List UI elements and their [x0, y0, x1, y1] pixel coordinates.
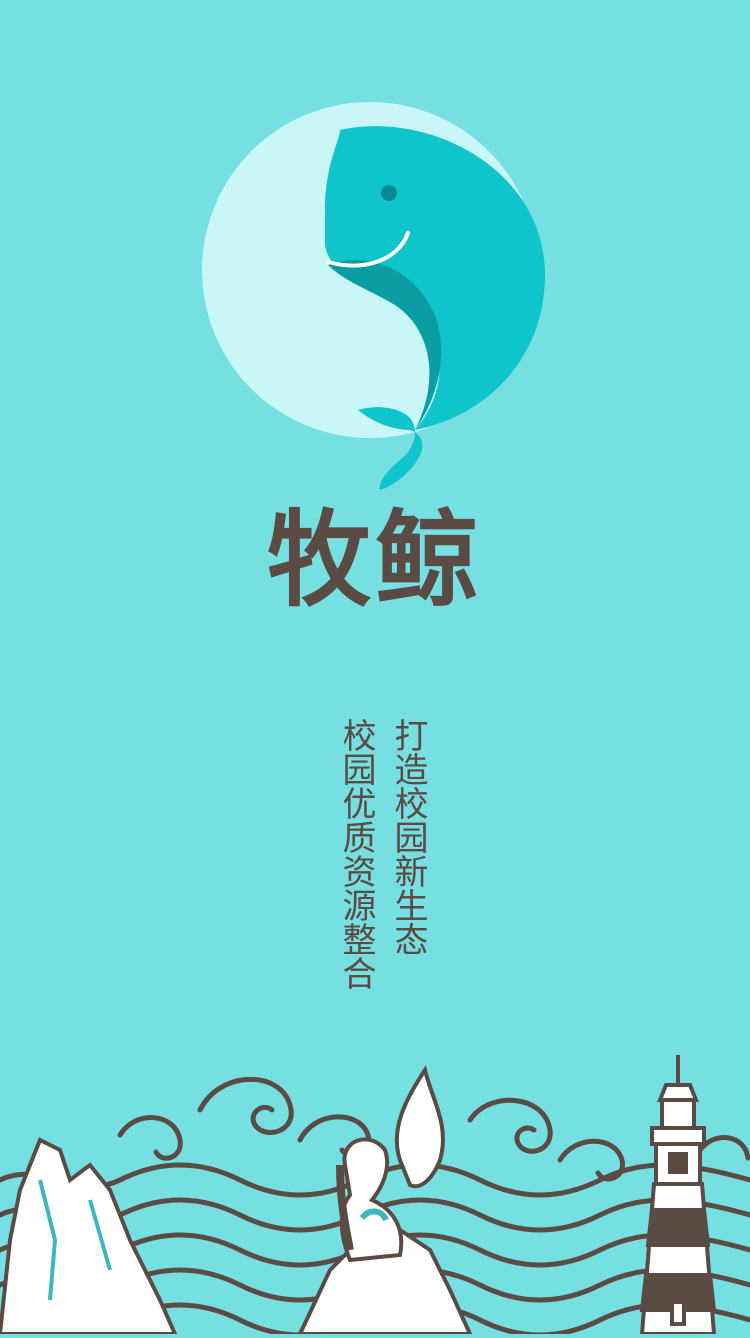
- logo-whale-eye: [381, 185, 397, 201]
- logo-whale-fold: [328, 260, 442, 430]
- lighthouse: [639, 1055, 717, 1336]
- slogan-group: 校园优质资源整合 打造校园新生态: [336, 718, 428, 1018]
- mermaid-rock: [296, 1227, 474, 1336]
- whale-logo-icon: [200, 100, 550, 500]
- slogan-primary: 打造校园新生态: [388, 718, 428, 956]
- coastal-scenery-illustration: [0, 1040, 750, 1338]
- mermaid-body: [339, 1137, 404, 1263]
- slogan-secondary: 校园优质资源整合: [336, 718, 376, 990]
- logo-whale-tail: [358, 407, 423, 490]
- app-title: 牧鲸: [266, 499, 483, 621]
- mermaid-tail: [394, 1065, 445, 1189]
- logo-whale-body: [325, 126, 545, 430]
- logo-whale-smile: [326, 231, 410, 268]
